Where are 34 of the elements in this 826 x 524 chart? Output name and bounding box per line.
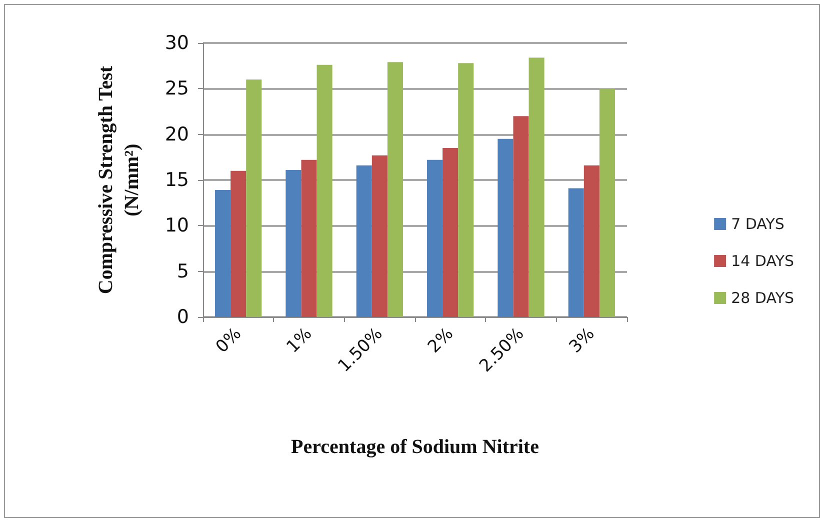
bar (513, 116, 529, 317)
bar (230, 170, 246, 317)
legend-label: 14 DAYS (731, 252, 794, 270)
bar (215, 190, 231, 317)
bar (528, 58, 544, 317)
x-tick-label: 3% (566, 324, 599, 358)
y-axis-title: Compressive Strength Test (N/mm²) (95, 66, 143, 294)
bar (584, 165, 600, 317)
y-tick-label: 20 (164, 123, 189, 146)
bar (599, 88, 615, 317)
y-tick-label: 5 (176, 260, 189, 282)
bar (498, 138, 514, 317)
x-axis-title: Percentage of Sodium Nitrite (291, 436, 540, 458)
bar (427, 160, 443, 317)
x-tick-label: 0% (212, 324, 246, 358)
x-tick-label: 1% (282, 324, 316, 358)
y-tick-label: 25 (164, 78, 189, 100)
y-tick-label: 15 (164, 169, 189, 191)
bar (301, 160, 317, 317)
bar (458, 63, 474, 317)
bar (568, 188, 584, 317)
bar (246, 80, 262, 317)
bar (387, 62, 403, 317)
legend-label: 28 DAYS (731, 289, 794, 307)
bar (372, 155, 388, 317)
y-tick-label: 0 (176, 306, 189, 328)
y-tick-label: 30 (164, 32, 189, 54)
bar (316, 64, 332, 317)
bar (356, 165, 372, 317)
y-tick-label: 10 (164, 214, 189, 237)
bar (442, 148, 458, 317)
bar (286, 170, 302, 317)
x-tick-label: 2% (424, 324, 458, 358)
legend-label: 7 DAYS (731, 215, 784, 233)
